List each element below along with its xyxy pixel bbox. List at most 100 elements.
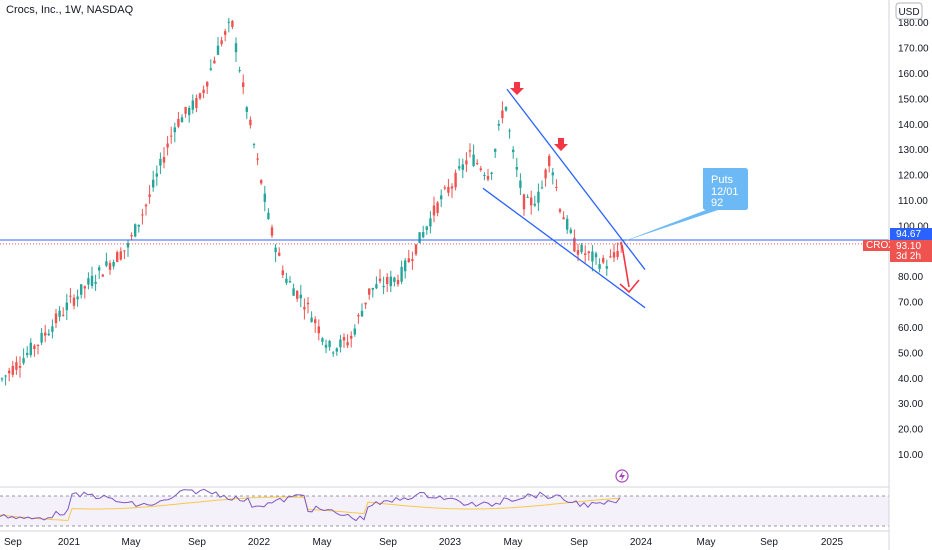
y-tick-label: 150.00	[898, 94, 929, 105]
price-tag-label: 93.10	[896, 241, 921, 252]
candle-body	[101, 274, 104, 277]
candle-body	[328, 340, 331, 348]
candle-body	[548, 155, 551, 167]
y-tick-label: 170.00	[898, 44, 929, 55]
candle-body	[317, 326, 320, 334]
candle-body	[515, 166, 518, 170]
candle-body	[198, 93, 202, 99]
lightning-glyph	[619, 471, 625, 481]
candle-body	[551, 172, 554, 176]
y-tick-label: 100.00	[898, 221, 929, 232]
candle-body	[504, 106, 508, 111]
candle-body	[483, 174, 486, 176]
candle-body	[375, 284, 378, 289]
candle-body	[90, 275, 94, 286]
candle-body	[310, 317, 313, 322]
candle-body	[238, 69, 241, 72]
candle-body	[440, 195, 443, 200]
candle-body	[155, 173, 158, 177]
price-scale[interactable]	[889, 0, 932, 550]
candle-body	[342, 337, 346, 341]
candle-body	[450, 186, 454, 189]
currency-badge[interactable]	[895, 2, 923, 20]
candle-body	[555, 186, 558, 188]
candle-body	[285, 278, 288, 283]
candle-body	[112, 261, 115, 267]
x-tick-label: 2024	[630, 537, 653, 548]
candle-body	[40, 332, 43, 343]
candle-body	[292, 288, 295, 296]
candle-body	[130, 235, 133, 237]
candle-body	[497, 123, 500, 126]
candle-body	[461, 164, 464, 170]
candle-body	[224, 31, 227, 35]
candle-body	[512, 149, 515, 153]
candle-body	[519, 180, 522, 188]
callout-line2: 12/01	[711, 186, 739, 198]
candle-body	[404, 260, 407, 272]
candle-body	[530, 197, 533, 206]
y-tick-label: 60.00	[898, 323, 923, 334]
candle-body	[490, 172, 493, 175]
candle-body	[418, 232, 421, 243]
puts-callout[interactable]	[622, 168, 748, 242]
lower-trendline[interactable]	[482, 187, 646, 309]
candle-body	[159, 158, 162, 166]
candle-body	[51, 326, 54, 332]
candle-body	[15, 362, 18, 370]
currency-badge-label: USD	[898, 7, 919, 18]
candle-body	[616, 251, 619, 257]
candle-body	[4, 375, 7, 377]
candle-body	[353, 328, 356, 335]
candle-body	[454, 172, 457, 188]
candle-body	[195, 98, 198, 108]
candle-body	[594, 253, 598, 258]
candle-body	[98, 267, 101, 271]
y-tick-label: 30.00	[898, 399, 923, 410]
callout-line1: Puts	[711, 174, 734, 186]
candle-body	[306, 302, 310, 305]
candle-body	[8, 370, 11, 374]
candle-body	[177, 118, 180, 127]
peak-arrow-2	[554, 138, 568, 151]
candle-body	[119, 251, 122, 260]
candle-body	[526, 196, 529, 198]
candle-body	[162, 157, 166, 163]
x-tick-label: Sep	[4, 537, 22, 548]
candle-body	[407, 258, 410, 263]
candle-body	[184, 107, 187, 114]
candle-body	[58, 310, 61, 317]
candle-body	[0, 378, 4, 380]
candle-body	[432, 205, 436, 216]
candle-body	[346, 342, 349, 346]
upper-trendline[interactable]	[506, 88, 646, 270]
candle-body	[173, 127, 176, 133]
candle-body	[191, 100, 194, 110]
candle-body	[44, 332, 47, 336]
candle-body	[378, 278, 382, 282]
candle-body	[36, 344, 40, 346]
candle-body	[371, 287, 374, 290]
candle-body	[479, 168, 482, 171]
candle-body	[364, 302, 367, 305]
candle-body	[206, 81, 209, 87]
y-tick-label: 70.00	[898, 298, 923, 309]
candle-body	[202, 89, 205, 94]
candle-body	[188, 107, 191, 116]
candle-body	[396, 279, 400, 285]
candle-body	[137, 224, 140, 227]
candle-body	[425, 226, 428, 230]
candle-body	[148, 194, 151, 197]
candle-body	[274, 247, 277, 253]
candle-body	[591, 251, 594, 262]
candle-body	[436, 202, 439, 213]
rsi-band	[0, 496, 889, 526]
ticker-tag-label: CROX	[866, 240, 895, 251]
x-tick-label: May	[313, 537, 332, 548]
candle-body	[609, 256, 612, 258]
candle-body	[598, 264, 601, 269]
candle-body	[580, 244, 583, 253]
candle-body	[278, 252, 281, 256]
